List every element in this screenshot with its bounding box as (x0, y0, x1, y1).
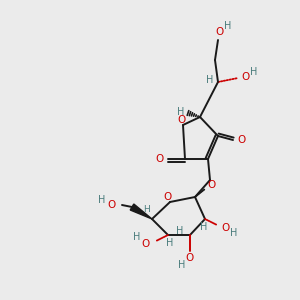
Text: H: H (178, 260, 186, 270)
Text: H: H (177, 107, 185, 117)
Text: H: H (206, 75, 214, 85)
Text: O: O (208, 180, 216, 190)
Text: O: O (221, 223, 229, 233)
Text: O: O (237, 135, 245, 145)
Text: H: H (224, 21, 232, 31)
Text: H: H (230, 228, 238, 238)
Text: O: O (142, 239, 150, 249)
Text: O: O (186, 253, 194, 263)
Text: H: H (166, 238, 174, 248)
Text: H: H (250, 67, 258, 77)
Text: O: O (108, 200, 116, 210)
Text: H: H (133, 232, 141, 242)
Text: H: H (176, 226, 184, 236)
Text: H: H (144, 205, 150, 214)
Text: O: O (177, 115, 185, 125)
Text: O: O (241, 72, 249, 82)
Text: O: O (164, 192, 172, 202)
Text: O: O (156, 154, 164, 164)
Text: H: H (98, 195, 106, 205)
Text: O: O (216, 27, 224, 37)
Polygon shape (130, 204, 152, 219)
Text: H: H (200, 222, 208, 232)
